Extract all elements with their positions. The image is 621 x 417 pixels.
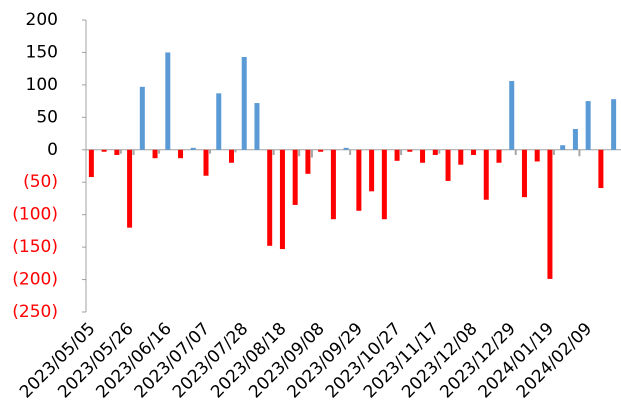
bar (611, 99, 617, 150)
bar (165, 52, 171, 150)
bar (407, 149, 413, 152)
bar (432, 149, 438, 155)
bar (190, 147, 196, 150)
bar (356, 149, 362, 211)
bar (101, 149, 107, 152)
y-tick-label: 200 (26, 10, 58, 30)
y-tick-label: (250) (12, 302, 58, 322)
bar (267, 149, 273, 246)
bar (496, 149, 502, 163)
bar (514, 149, 517, 155)
y-tick-label: 50 (36, 107, 58, 127)
bar (132, 149, 135, 155)
bar (438, 149, 441, 154)
bar (483, 149, 489, 200)
bar (552, 149, 555, 155)
bar (203, 149, 209, 176)
bar (114, 149, 120, 155)
y-tick-label: 100 (26, 75, 58, 95)
bar (343, 147, 349, 150)
bar (349, 149, 352, 155)
bar (585, 101, 591, 150)
bar (598, 149, 604, 189)
bar (178, 149, 184, 159)
bar (241, 56, 247, 150)
bar (547, 149, 553, 279)
bar (521, 149, 527, 198)
bar (292, 149, 298, 205)
bar (400, 149, 403, 155)
bar (381, 149, 387, 220)
y-tick-label: (150) (12, 237, 58, 257)
bar (471, 149, 477, 155)
bar (254, 103, 260, 150)
bar (152, 149, 158, 159)
bar (216, 93, 222, 150)
bar (318, 149, 324, 152)
bar (119, 149, 122, 154)
bar (228, 149, 234, 163)
bar (310, 149, 313, 158)
bar (330, 149, 336, 220)
bar (209, 149, 212, 154)
bar (534, 149, 540, 162)
bar (560, 145, 566, 150)
bar (394, 149, 400, 161)
bar (272, 149, 275, 155)
bar (139, 86, 145, 150)
bar (158, 149, 161, 154)
y-tick-label: (50) (23, 172, 58, 192)
y-tick-label: (200) (12, 270, 58, 290)
y-tick-label: 0 (47, 140, 58, 160)
bar (509, 80, 515, 150)
bar (305, 149, 311, 174)
y-tick-label: (100) (12, 205, 58, 225)
bar (279, 149, 285, 250)
bar (420, 149, 426, 163)
y-tick-label: 150 (26, 42, 58, 62)
bar (234, 149, 237, 153)
bar (127, 149, 133, 228)
bar (572, 129, 578, 150)
bar (578, 149, 581, 157)
bar (458, 149, 464, 165)
bar (445, 149, 451, 181)
bar (298, 149, 301, 157)
bar (88, 149, 94, 178)
bar (369, 149, 375, 192)
